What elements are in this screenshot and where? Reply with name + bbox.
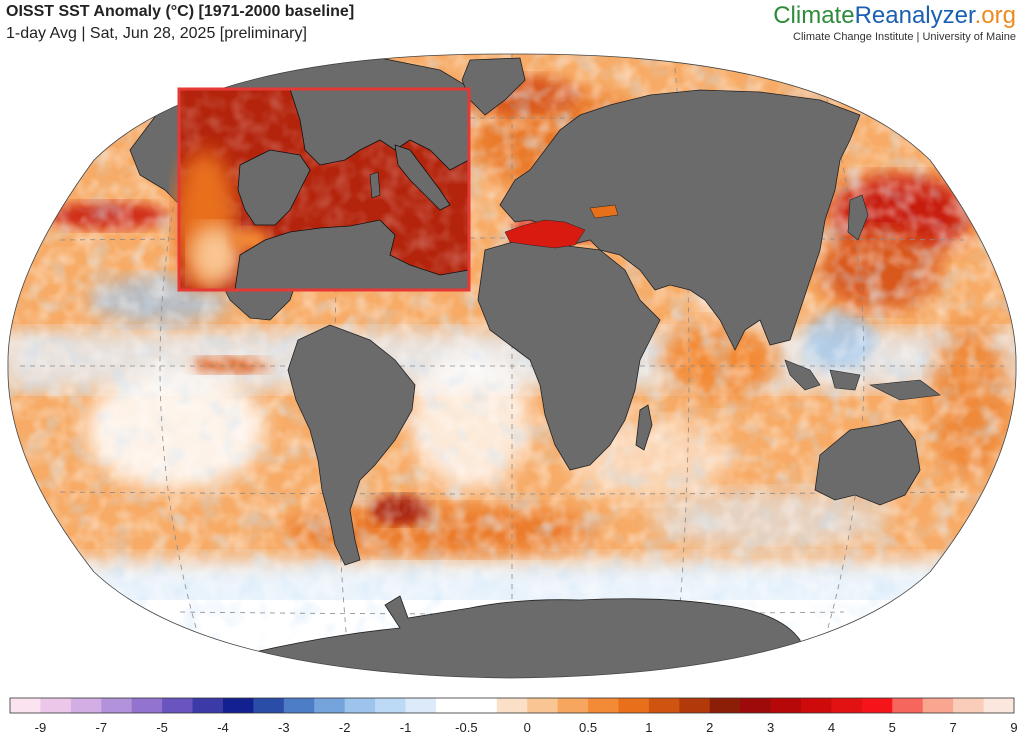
legend-swatch: [222, 698, 254, 713]
legend-tick-label: -2: [339, 720, 351, 735]
legend-swatch: [892, 698, 924, 713]
legend-swatch: [131, 698, 163, 713]
legend-swatch: [253, 698, 285, 713]
brand-affiliation: Climate Change Institute | University of…: [793, 31, 1016, 43]
legend-swatch: [40, 698, 72, 713]
legend-swatch: [162, 698, 194, 713]
legend-tick-label: -3: [278, 720, 290, 735]
madagascar: [635, 404, 653, 451]
legend-tick-label: -1: [400, 720, 412, 735]
legend-swatch: [648, 698, 680, 713]
inset-italy: [394, 144, 451, 211]
legend-swatches: [10, 698, 1015, 713]
eurasia: [499, 89, 861, 351]
legend-swatch: [861, 698, 893, 713]
inset-africa: [234, 219, 470, 291]
legend-swatch: [831, 698, 863, 713]
legend-swatch: [101, 698, 133, 713]
africa: [477, 239, 661, 471]
legend-swatch: [527, 698, 559, 713]
legend-swatch: [983, 698, 1015, 713]
inset-border: [177, 87, 471, 292]
legend-ticks: -9 -7 -5 -4 -3 -2 -1 -0.5 0 0.5 1 2 3 4 5 7 9: [35, 720, 1018, 735]
inset-sardinia: [369, 171, 381, 199]
legend-swatch: [405, 698, 437, 713]
legend-tick-label: 4: [828, 720, 835, 735]
legend-swatch: [344, 698, 376, 713]
legend-swatch: [466, 698, 498, 713]
legend-tick-label: 0: [524, 720, 531, 735]
legend-swatch: [375, 698, 407, 713]
antarctica: [254, 595, 811, 679]
legend-tick-label: 1: [645, 720, 652, 735]
legend-tick-label: 0.5: [579, 720, 597, 735]
australia: [814, 419, 921, 506]
legend-swatch: [740, 698, 772, 713]
legend-swatch: [953, 698, 985, 713]
brand-part-reanalyzer: Reanalyzer: [854, 2, 975, 29]
black-sea: [589, 204, 619, 219]
mediterranean-sea: [504, 219, 586, 249]
legend-tick-label: -7: [95, 720, 107, 735]
legend-swatch: [70, 698, 102, 713]
south-america: [287, 324, 416, 566]
legend-tick-label: -5: [156, 720, 168, 735]
sst-anomaly-map: [7, 53, 1017, 679]
map-title: OISST SST Anomaly (°C) [1971-2000 baseli…: [6, 3, 355, 20]
brand-logo[interactable]: ClimateReanalyzer.org Climate Change Ins…: [773, 2, 1016, 43]
legend-swatch: [588, 698, 619, 713]
legend-tick-label: 3: [767, 720, 774, 735]
legend-swatch: [922, 698, 954, 713]
color-scale-legend: -9 -7 -5 -4 -3 -2 -1 -0.5 0 0.5 1 2 3 4 5 7 9: [9, 697, 1018, 735]
legend-swatch: [283, 698, 315, 713]
legend-swatch: [557, 698, 589, 713]
legend-swatch: [192, 698, 224, 713]
legend-swatch: [435, 698, 467, 713]
legend-swatch: [10, 698, 41, 713]
legend-swatch: [770, 698, 802, 713]
greenland: [461, 57, 526, 116]
brand-part-org: .org: [974, 2, 1016, 29]
map-subtitle: 1-day Avg | Sat, Jun 28, 2025 [prelimina…: [6, 25, 307, 42]
inset-iberia: [237, 149, 311, 226]
brand-name: ClimateReanalyzer.org: [773, 2, 1016, 30]
inset-europe: [289, 88, 470, 171]
legend-tick-label: 9: [1010, 720, 1017, 735]
legend-tick-label: -4: [217, 720, 229, 735]
legend-swatch: [618, 698, 650, 713]
legend-tick-label: -0.5: [455, 720, 477, 735]
maritime-continent: [784, 359, 941, 401]
mediterranean-inset: [175, 87, 471, 292]
legend-swatch: [679, 698, 711, 713]
legend-tick-label: 7: [950, 720, 957, 735]
japan: [847, 194, 869, 241]
ocean-field: [7, 53, 1017, 679]
legend-tick-label: 5: [889, 720, 896, 735]
globe-outline: [7, 53, 1017, 679]
legend-swatch: [801, 698, 832, 713]
legend-tick-label: 2: [706, 720, 713, 735]
brand-part-climate: Climate: [773, 2, 855, 29]
legend-swatch: [496, 698, 528, 713]
legend-swatch: [709, 698, 741, 713]
legend-swatch: [314, 698, 346, 713]
legend-tick-label: -9: [35, 720, 47, 735]
